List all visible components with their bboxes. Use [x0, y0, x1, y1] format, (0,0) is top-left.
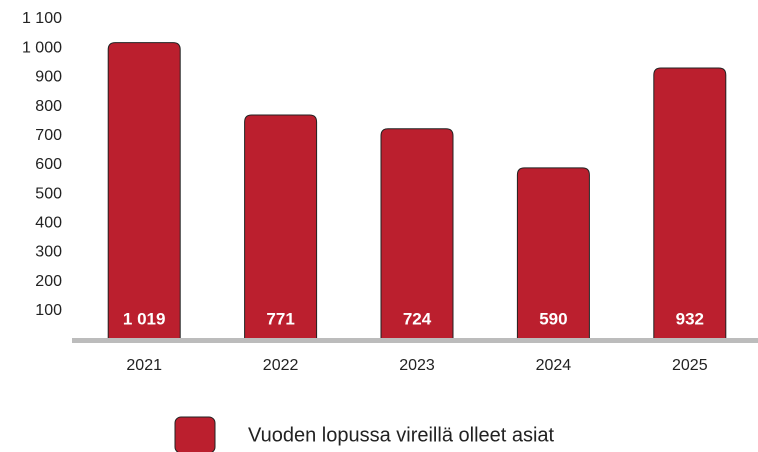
bar	[380, 128, 454, 341]
bar	[653, 67, 727, 341]
x-tick-label: 2024	[536, 357, 572, 374]
baseline	[72, 338, 758, 343]
y-tick-label: 1 100	[22, 10, 62, 27]
y-tick-label: 600	[35, 156, 62, 173]
value-label: 932	[676, 309, 704, 328]
value-label: 724	[403, 309, 432, 328]
y-tick-label: 300	[35, 244, 62, 261]
bar	[107, 42, 181, 341]
y-tick-label: 1 000	[22, 39, 62, 56]
y-tick-label: 900	[35, 69, 62, 86]
x-tick-label: 2025	[672, 357, 708, 374]
y-tick-label: 200	[35, 273, 62, 290]
legend-label: Vuoden lopussa vireillä olleet asiat	[248, 424, 555, 446]
bar	[516, 167, 590, 341]
value-label: 771	[266, 309, 294, 328]
bar	[244, 114, 318, 341]
x-tick-label: 2022	[263, 357, 299, 374]
value-label: 590	[539, 309, 567, 328]
y-tick-label: 800	[35, 98, 62, 115]
y-tick-label: 700	[35, 127, 62, 144]
x-tick-label: 2021	[126, 357, 162, 374]
y-tick-label: 500	[35, 185, 62, 202]
x-tick-label: 2023	[399, 357, 435, 374]
y-tick-label: 400	[35, 214, 62, 231]
legend-swatch	[174, 416, 216, 452]
value-label: 1 019	[123, 309, 166, 328]
y-tick-label: 100	[35, 302, 62, 319]
